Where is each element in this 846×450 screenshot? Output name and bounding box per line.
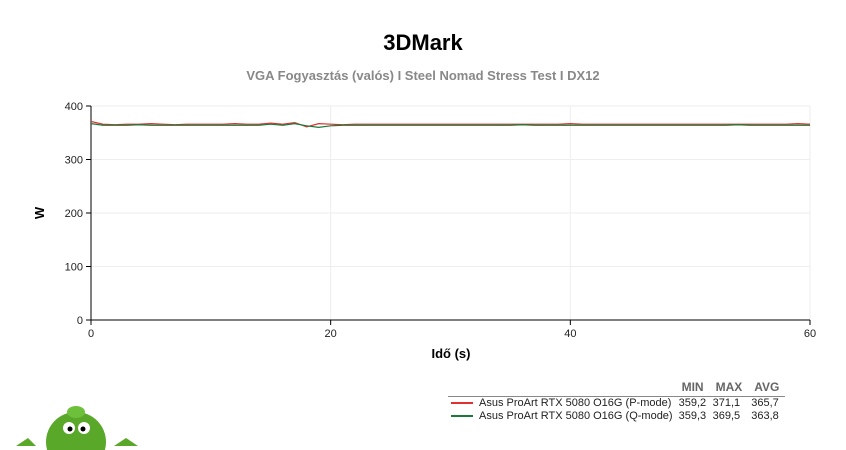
- stat-min: 359,2: [678, 397, 707, 409]
- legend-header-min: MIN: [675, 380, 710, 397]
- stat-avg: 363,8: [751, 410, 779, 422]
- tick-label-x: 60: [804, 328, 816, 340]
- legend-row[interactable]: Asus ProArt RTX 5080 O16G (Q-mode) 359,3 3…: [448, 410, 785, 423]
- line-chart: 0 100 200 300 400 0 20 40 60 Idő (s) W: [32, 101, 816, 361]
- tick-label-x: 20: [325, 328, 337, 340]
- legend-row[interactable]: Asus ProArt RTX 5080 O16G (P-mode) 359,2 3…: [448, 397, 785, 411]
- legend-label: Asus ProArt RTX 5080 O16G (P-mode): [479, 397, 672, 409]
- mascot-logo: [16, 406, 138, 450]
- tick-label-y: 200: [65, 208, 83, 220]
- series-line-q-mode: [90, 123, 810, 129]
- chart-subtitle: VGA Fogyasztás (valós) I Steel Nomad Str…: [246, 68, 600, 83]
- tick-label-x: 0: [88, 328, 94, 340]
- legend-header-max: MAX: [709, 380, 749, 397]
- legend: MIN MAX AVG Asus ProArt RTX 5080 O16G (P-m…: [448, 380, 786, 423]
- stat-min: 359,3: [678, 410, 707, 422]
- y-axis-label: W: [32, 206, 47, 219]
- stat-avg: 365,7: [751, 397, 779, 409]
- stat-max: 369,5: [712, 410, 741, 422]
- stat-max: 371,1: [712, 397, 741, 409]
- tick-label-y: 300: [65, 155, 83, 167]
- tick-label-y: 0: [77, 315, 83, 327]
- legend-label: Asus ProArt RTX 5080 O16G (Q-mode): [479, 410, 673, 422]
- legend-swatch-q: [451, 415, 473, 418]
- tick-label-y: 400: [65, 101, 83, 113]
- legend-header-avg: AVG: [748, 380, 786, 397]
- tick-label-x: 40: [564, 328, 576, 340]
- legend-swatch-p: [451, 402, 473, 405]
- chart-title: 3DMark: [383, 30, 463, 55]
- series-line-p-mode: [90, 120, 811, 128]
- tick-label-y: 100: [65, 262, 83, 274]
- x-axis-label: Idő (s): [432, 346, 471, 361]
